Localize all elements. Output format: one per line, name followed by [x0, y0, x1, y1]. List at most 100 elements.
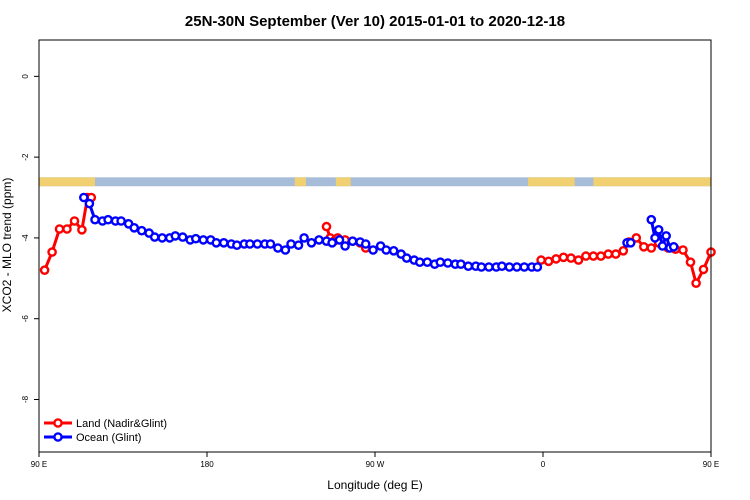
y-tick-label: -4 [21, 234, 30, 242]
ocean-data-point [435, 257, 446, 268]
ocean-data-point [442, 258, 453, 268]
ocean-data-point [388, 245, 399, 256]
ocean-data-point [646, 214, 657, 225]
ocean-data-point [129, 222, 139, 233]
ocean-data-point [245, 239, 255, 249]
legend-land-label: Land (Nadir&Glint) [76, 418, 167, 430]
legend: Land (Nadir&Glint) Ocean (Glint) [44, 418, 167, 444]
land-data-point [685, 257, 696, 268]
ocean-data-point [422, 257, 433, 268]
ocean-data-point [198, 235, 209, 245]
series-layer [39, 192, 716, 289]
y-tick-label: -8 [21, 395, 30, 403]
ocean-data-point [512, 262, 522, 272]
ocean-data-point [653, 224, 664, 235]
land-data-point [581, 251, 591, 261]
ocean-data-point [90, 214, 100, 225]
chart-title: 25N-30N September (Ver 10) 2015-01-01 to… [185, 13, 565, 30]
ocean-data-point [381, 245, 392, 255]
ocean-data-point [650, 233, 660, 243]
ocean-data-point [368, 245, 378, 255]
ocean-data-point [286, 239, 296, 249]
y-axis-ticks: 0 -2 -4 -6 -8 [21, 74, 39, 403]
land-data-point [631, 233, 642, 243]
land-data-point [321, 221, 332, 232]
land-data-point [39, 265, 50, 276]
ocean-data-point [265, 239, 276, 249]
ocean-data-point [299, 233, 309, 243]
land-data-point [691, 278, 701, 289]
ocean-data-point [401, 253, 412, 263]
land-data-point [678, 245, 688, 255]
y-tick-label: -2 [21, 153, 30, 161]
y-tick-label: -6 [21, 315, 30, 323]
land-data-point [639, 241, 649, 252]
land-data-point [77, 224, 87, 235]
ocean-data-point [211, 237, 222, 248]
ocean-data-point [149, 232, 160, 242]
land-data-point [573, 255, 584, 265]
ocean-data-point [625, 237, 636, 248]
ocean-data-point [170, 231, 181, 241]
ocean-data-point [476, 262, 487, 272]
land-data-point [543, 256, 554, 267]
land-data-point [558, 252, 569, 263]
land-data-point [54, 224, 65, 234]
land-data-point [646, 243, 657, 253]
y-axis-label: XCO2 - MLO trend (ppm) [0, 178, 14, 313]
land-band-segment [39, 177, 95, 187]
ocean-data-point [218, 237, 229, 248]
land-band-segment [528, 177, 575, 187]
legend-land-marker [53, 418, 63, 428]
ocean-data-point [84, 198, 95, 209]
ocean-data-point [252, 239, 263, 249]
land-data-point [47, 247, 57, 257]
land-data-point [588, 251, 599, 261]
ocean-data-point [136, 225, 147, 236]
land-data-point [62, 224, 72, 234]
ocean-data-point [504, 262, 515, 272]
ocean-data-point [232, 240, 242, 250]
land-data-point [566, 253, 576, 263]
y-tick-label: 0 [21, 74, 30, 79]
x-tick-label: 180 [200, 460, 214, 469]
x-axis-ticks: 90 E 180 90 W 0 90 E [31, 452, 719, 469]
ocean-data-point [532, 262, 543, 272]
legend-ocean-marker [53, 432, 63, 442]
land-ocean-mask-band [39, 177, 711, 187]
ocean-data-point [116, 216, 126, 226]
ocean-data-point [414, 257, 425, 268]
ocean-data-point [334, 235, 345, 245]
legend-ocean-label: Ocean (Glint) [76, 432, 141, 444]
ocean-data-point [293, 240, 304, 250]
ocean-data-point [177, 232, 188, 242]
x-tick-label: 90 W [366, 460, 385, 469]
land-band-segment [593, 177, 711, 187]
ocean-data-point [314, 235, 324, 245]
x-tick-label: 90 E [31, 460, 47, 469]
ocean-data-point [347, 236, 358, 246]
ocean-data-point [661, 231, 672, 241]
ocean-data-point [190, 233, 201, 244]
ocean-data-point [340, 241, 350, 251]
land-data-point [551, 254, 561, 264]
ocean-data-point [273, 243, 283, 253]
x-tick-label: 0 [541, 460, 546, 469]
land-data-point [618, 245, 629, 256]
land-data-point [698, 264, 709, 275]
ocean-data-point [668, 241, 679, 252]
ocean-data-point [484, 262, 494, 272]
land-data-point [611, 249, 621, 259]
ocean-data-point [657, 241, 668, 251]
ocean-data-point [306, 237, 317, 248]
ocean-data-point [456, 259, 466, 270]
ocean-data-point [103, 214, 113, 225]
land-band-segment [335, 177, 351, 187]
land-data-point [596, 251, 606, 261]
ocean-band [39, 177, 711, 187]
land-data-point [603, 249, 614, 259]
ocean-data-point [519, 262, 530, 272]
ocean-data-point [497, 261, 507, 272]
land-data-point [69, 216, 80, 226]
